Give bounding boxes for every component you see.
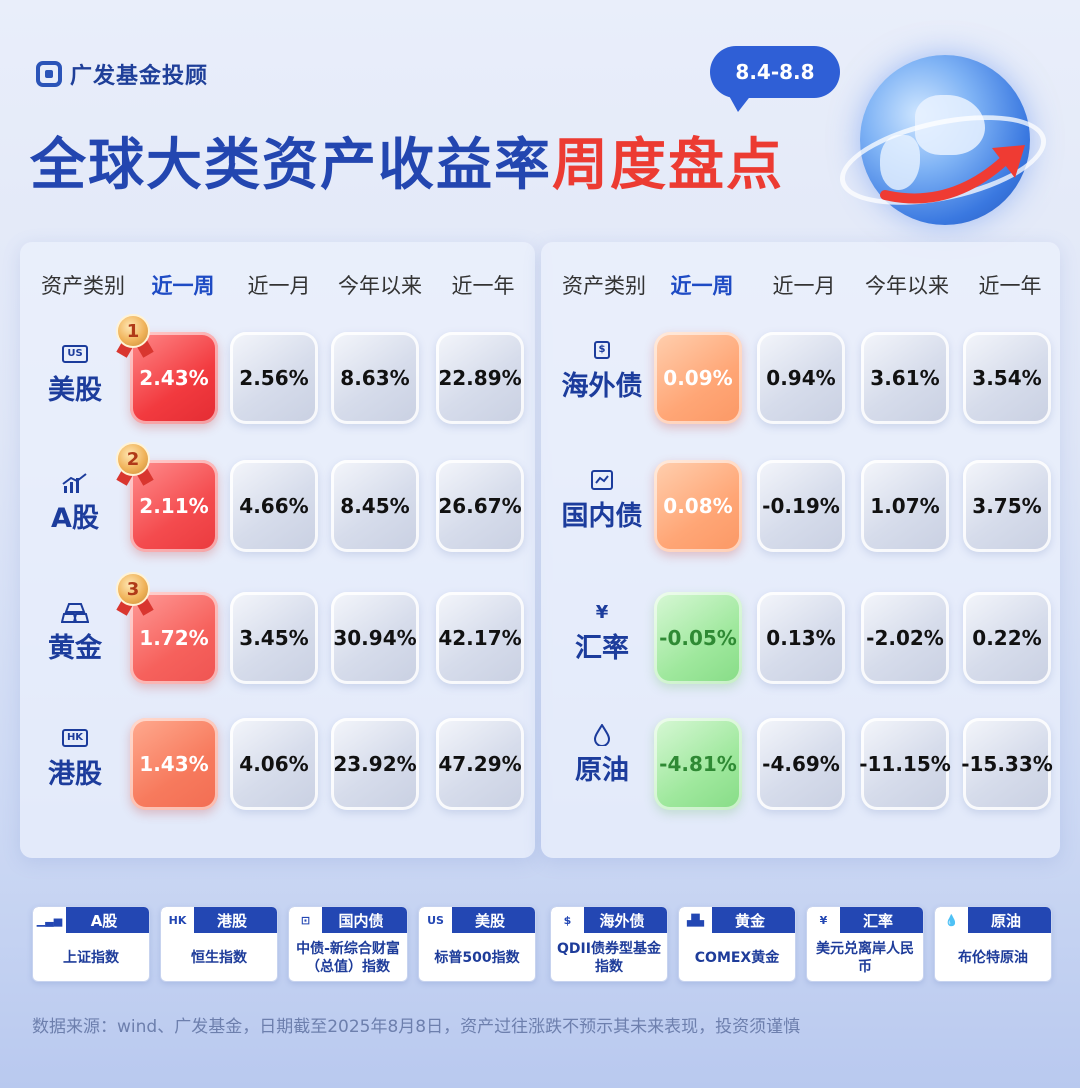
hk-stock-year: 47.29% [436, 718, 524, 810]
crude-oil-year: -15.33% [961, 718, 1053, 810]
fx-ytd: -2.02% [861, 592, 949, 684]
yuan-icon: ¥ [807, 907, 841, 933]
asset-label-overseas-bond: $ 海外债 [555, 340, 649, 403]
asset-label-domestic-bond: 国内债 [555, 470, 649, 533]
us-icon: US [28, 344, 122, 366]
bar-chart-icon [28, 472, 122, 494]
oil-drop-icon [555, 723, 649, 747]
asset-label-gold: 黄金 [28, 602, 122, 665]
us-stock-week: 2.43% [130, 332, 218, 424]
gold-month: 3.45% [230, 592, 318, 684]
legend-card-domestic-bond: ⊡ 国内债 中债-新综合财富（总值）指数 [288, 906, 408, 982]
overseas-bond-ytd: 3.61% [861, 332, 949, 424]
legend-card-crude-oil: 💧 原油 布伦特原油 [934, 906, 1052, 982]
legend-desc: 美元兑离岸人民币 [816, 941, 914, 975]
legend-card-fx: ¥ 汇率 美元兑离岸人民币 [806, 906, 924, 982]
crude-oil-week: -4.81% [654, 718, 742, 810]
title-main: 全球大类资产收益率 [30, 133, 552, 198]
header-year: 近一年 [451, 274, 515, 298]
overseas-bond-week: 0.09% [654, 332, 742, 424]
legend-card-a-share: ▁▃▅ A股 上证指数 [32, 906, 150, 982]
domestic-bond-month: -0.19% [757, 460, 845, 552]
legend-desc: 上证指数 [63, 950, 119, 966]
legend-card-gold: ▟▙ 黄金 COMEX黄金 [678, 906, 796, 982]
header-asset-class: 资产类别 [562, 274, 646, 298]
crude-oil-ytd: -11.15% [859, 718, 951, 810]
legend-desc: 中债-新综合财富（总值）指数 [296, 941, 400, 975]
asset-label-hk-stock: HK 港股 [28, 728, 122, 791]
fx-month: 0.13% [757, 592, 845, 684]
title-highlight: 周度盘点 [552, 133, 784, 198]
asset-label-fx: ¥ 汇率 [555, 602, 649, 665]
domestic-bond-ytd: 1.07% [861, 460, 949, 552]
brand: 广发基金投顾 [36, 58, 208, 90]
asset-label-a-share: A股 [28, 472, 122, 535]
brand-name: 广发基金投顾 [70, 64, 209, 89]
rank-2-medal-icon: 2 [116, 442, 150, 476]
gold-ytd: 30.94% [331, 592, 419, 684]
rank-3-medal-icon: 3 [116, 572, 150, 606]
fx-week: -0.05% [654, 592, 742, 684]
fx-year: 0.22% [963, 592, 1051, 684]
gold-bar-icon: ▟▙ [679, 907, 713, 933]
crude-oil-month: -4.69% [757, 718, 845, 810]
legend-card-hk-stock: HK 港股 恒生指数 [160, 906, 278, 982]
hk-stock-week: 1.43% [130, 718, 218, 810]
legend-desc: COMEX黄金 [694, 950, 780, 966]
brand-logo-icon [36, 61, 62, 87]
asset-label-crude-oil: 原油 [555, 723, 649, 787]
bond-chart-icon: ⊡ [289, 907, 323, 933]
dollar-bill-icon: $ [555, 340, 649, 362]
page-title: 全球大类资产收益率周度盘点 [30, 120, 784, 201]
a-share-month: 4.66% [230, 460, 318, 552]
a-share-ytd: 8.45% [331, 460, 419, 552]
bond-chart-icon [555, 470, 649, 492]
header-asset-class: 资产类别 [41, 274, 125, 298]
legend-card-overseas-bond: $ 海外债 QDII债券型基金指数 [550, 906, 668, 982]
asset-label-us-stock: US 美股 [28, 344, 122, 407]
header-week: 近一周 [151, 274, 215, 298]
header-ytd: 今年以来 [338, 274, 422, 298]
us-stock-ytd: 8.63% [331, 332, 419, 424]
header-week: 近一周 [670, 274, 734, 298]
dollar-bill-icon: $ [551, 907, 585, 933]
date-range-badge: 8.4-8.8 [710, 46, 840, 112]
gold-bar-icon [28, 602, 122, 624]
yuan-icon: ¥ [595, 602, 609, 623]
trend-arrow-icon [880, 145, 1025, 204]
right-asset-panel: 资产类别 近一周 近一月 今年以来 近一年 $ 海外债 0.09% 0.94% … [541, 242, 1060, 858]
header-month: 近一月 [247, 274, 311, 298]
overseas-bond-year: 3.54% [963, 332, 1051, 424]
hk-stock-month: 4.06% [230, 718, 318, 810]
domestic-bond-year: 3.75% [963, 460, 1051, 552]
legend-desc: 标普500指数 [434, 950, 520, 966]
legend-desc: 布伦特原油 [958, 950, 1028, 966]
header-ytd: 今年以来 [865, 274, 949, 298]
legend-card-us-stock: US 美股 标普500指数 [418, 906, 536, 982]
header-year: 近一年 [978, 274, 1042, 298]
legend-desc: QDII债券型基金指数 [557, 941, 661, 975]
us-stock-year: 22.89% [436, 332, 524, 424]
rank-1-medal-icon: 1 [116, 314, 150, 348]
us-icon: US [419, 907, 453, 933]
legend-desc: 恒生指数 [191, 950, 247, 966]
hk-stock-ytd: 23.92% [331, 718, 419, 810]
gold-year: 42.17% [436, 592, 524, 684]
us-stock-month: 2.56% [230, 332, 318, 424]
a-share-year: 26.67% [436, 460, 524, 552]
data-source-disclaimer: 数据来源：wind、广发基金，日期截至2025年8月8日，资产过往涨跌不预示其未… [32, 1017, 801, 1037]
domestic-bond-week: 0.08% [654, 460, 742, 552]
hk-icon: HK [28, 728, 122, 750]
header-month: 近一月 [772, 274, 836, 298]
hk-icon: HK [161, 907, 195, 933]
oil-drop-icon: 💧 [935, 907, 969, 933]
overseas-bond-month: 0.94% [757, 332, 845, 424]
bar-chart-icon: ▁▃▅ [33, 907, 67, 933]
left-asset-panel: 资产类别 近一周 近一月 今年以来 近一年 US 美股 2.43% 2.56% … [20, 242, 535, 858]
